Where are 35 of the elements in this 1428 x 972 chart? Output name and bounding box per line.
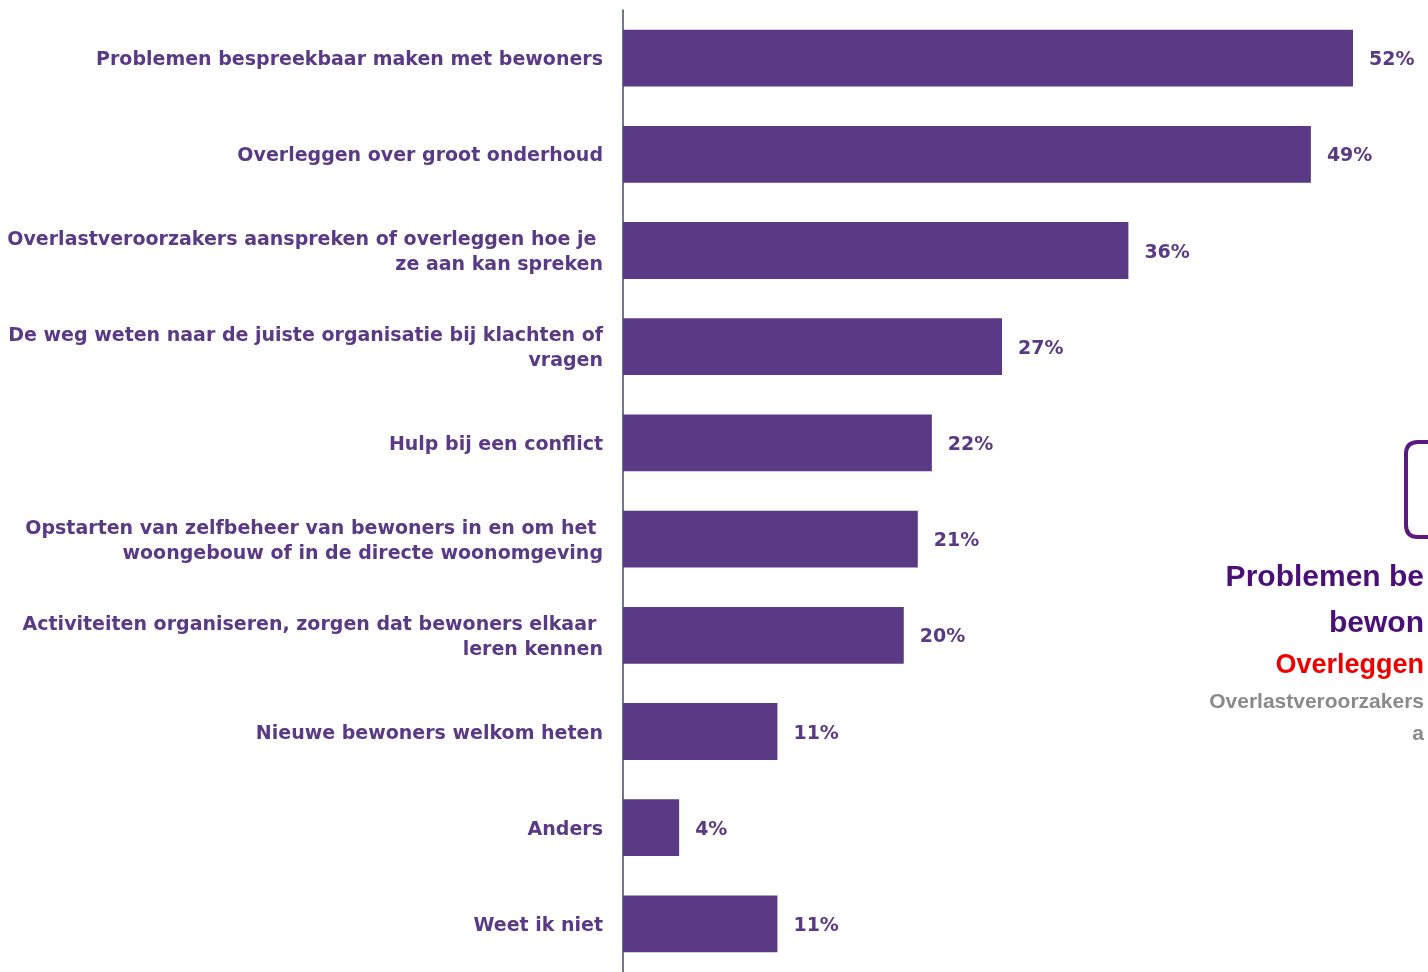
data-label: 22% bbox=[947, 431, 994, 454]
data-label: 27% bbox=[1018, 335, 1064, 358]
bar bbox=[623, 318, 1003, 376]
annotation: bewon bbox=[1329, 604, 1424, 638]
annotation: Overleggen bbox=[1275, 648, 1425, 679]
bar bbox=[623, 799, 680, 857]
y-tick-label: Activiteiten organiseren, zorgen dat bewoners elkaar leren kennen bbox=[22, 611, 603, 659]
bar bbox=[623, 125, 1311, 183]
text: a bbox=[1412, 721, 1425, 744]
bar bbox=[623, 414, 932, 472]
y-tick-label: Overleggen over groot onderhoud bbox=[237, 143, 603, 166]
data-label: 49% bbox=[1326, 143, 1373, 166]
bar bbox=[623, 29, 1353, 87]
data-label: 36% bbox=[1144, 239, 1190, 262]
bar bbox=[623, 606, 904, 664]
annotation: Problemen be bbox=[1225, 558, 1425, 592]
bar bbox=[623, 222, 1129, 279]
data-label: 11% bbox=[793, 720, 839, 743]
y-tick-label: Overlastveroorzakers aanspreken of overleggen hoe je ze aan kan spreken bbox=[7, 227, 603, 274]
y-tick-label: Anders bbox=[527, 816, 603, 839]
data-label: 11% bbox=[793, 912, 839, 935]
y-tick-label: Problemen bespreekbaar maken met bewoners bbox=[96, 47, 603, 70]
annotation: Overlastveroorzakers bbox=[1209, 689, 1425, 712]
data-label: 52% bbox=[1369, 47, 1415, 70]
y-tick-label: De weg weten naar de juiste organisatie bij klachten of vragen bbox=[8, 323, 604, 371]
bar bbox=[623, 895, 778, 953]
y-tick-label: Opstarten van zelfbeheer van bewoners in en om het woongebouw of in de directe woonomgeving bbox=[25, 515, 603, 563]
bar bbox=[623, 703, 778, 760]
y-tick-label: Hulp bij een conflict bbox=[388, 431, 603, 454]
data-label: 4% bbox=[695, 816, 728, 839]
data-label: 21% bbox=[933, 528, 980, 551]
y-tick-label: Weet ik niet bbox=[473, 912, 603, 935]
data-label: 20% bbox=[919, 624, 966, 647]
bar bbox=[623, 510, 918, 568]
y-tick-label: Nieuwe bewoners welkom heten bbox=[255, 720, 603, 743]
